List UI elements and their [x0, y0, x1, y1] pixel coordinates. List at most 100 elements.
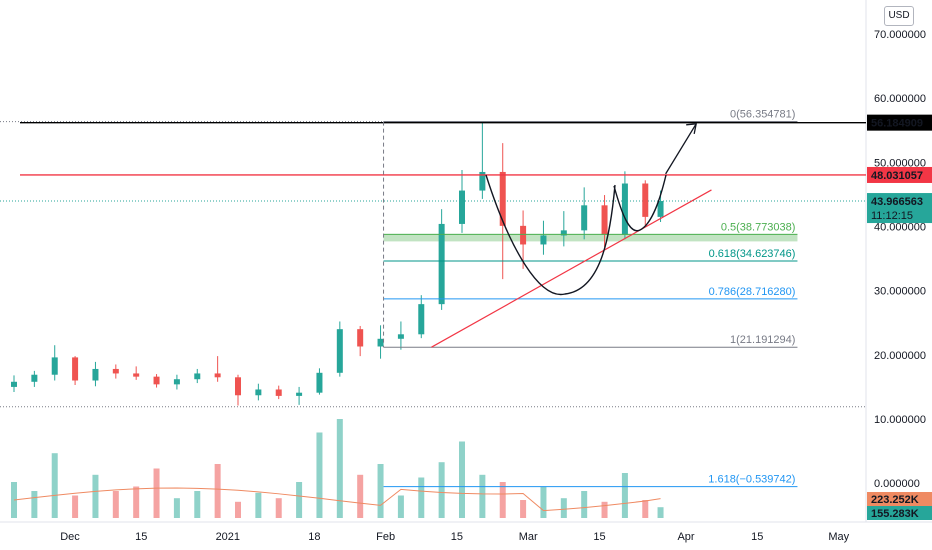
candle-body [479, 171, 486, 191]
candle-body [499, 171, 506, 226]
volume-bar [275, 498, 282, 518]
candle [296, 386, 303, 405]
candle [275, 385, 282, 400]
candle-body [397, 334, 404, 339]
fib-label-0: 0(56.354781) [730, 109, 795, 121]
candle [316, 368, 323, 395]
candle-body [72, 357, 79, 381]
price-tick-label: 60.000000 [874, 93, 926, 105]
candle-body [357, 329, 364, 347]
candle [235, 374, 241, 406]
volume-bar [336, 419, 343, 518]
volume-bar [642, 500, 649, 518]
volume-bar [31, 491, 38, 518]
volume-badge-value: 223.252K [871, 494, 919, 506]
candle [540, 220, 547, 255]
price-badge-bg [867, 114, 932, 131]
volume-bar [235, 501, 241, 518]
candle [255, 383, 262, 401]
volume-bar [51, 453, 58, 518]
candle-body [194, 373, 201, 380]
volume-bar [520, 500, 527, 518]
candle-body [520, 225, 527, 245]
time-tick-label: Dec [60, 531, 80, 543]
currency-selector[interactable]: USD [884, 6, 914, 26]
candle-body [642, 183, 649, 217]
fib-label-1: 1(21.191294) [730, 334, 795, 346]
candle [621, 171, 628, 240]
candle [357, 325, 364, 357]
volume-bar [479, 474, 486, 518]
volume-bar [316, 432, 323, 518]
candle [11, 375, 17, 393]
time-tick-label: Apr [677, 531, 694, 543]
volume-bar [377, 464, 384, 518]
candle [418, 295, 425, 339]
candle [560, 211, 567, 247]
ascending-trendline [431, 189, 712, 348]
candle [438, 209, 445, 310]
candle-body [657, 201, 664, 217]
time-tick-label: 15 [135, 531, 147, 543]
projection-arrow-head [686, 123, 697, 134]
candle [397, 321, 404, 350]
candle-body [153, 376, 160, 385]
volume-bar [72, 495, 79, 518]
candle-body [459, 190, 465, 224]
price-badge-bg [867, 166, 932, 183]
candle-body [235, 377, 241, 396]
candle [214, 356, 221, 382]
price-badge-bg [867, 193, 932, 224]
volume-bar [621, 473, 628, 518]
candle-body [540, 235, 547, 245]
candle [377, 325, 384, 359]
volume-bar [499, 482, 506, 518]
projection-arrow [665, 123, 697, 175]
price-badge-value: 48.031057 [871, 170, 923, 182]
candle [173, 374, 180, 390]
volume-bar [133, 486, 140, 518]
price-badge: 56.184909 [867, 114, 932, 131]
candle-body [11, 381, 17, 387]
price-tick-label: 50.000000 [874, 157, 926, 169]
time-tick-label: 15 [751, 531, 763, 543]
time-tick-label: 2021 [216, 531, 240, 543]
candle [459, 170, 465, 233]
price-badge-value: 56.184909 [871, 118, 923, 130]
candle [72, 356, 79, 385]
time-tick-label: 18 [308, 531, 320, 543]
price-tick-label: 40.000000 [874, 222, 926, 234]
countdown-timer: 11:12:15 [871, 210, 913, 222]
volume-bar [112, 491, 119, 518]
fib-label-0-618: 0.618(34.623746) [709, 248, 796, 260]
time-tick-label: 15 [593, 531, 605, 543]
candle [51, 345, 58, 381]
candle-body [255, 389, 262, 396]
candle-body [92, 368, 99, 381]
handle-curve [613, 174, 667, 232]
candle [133, 366, 140, 380]
volume-bar [581, 491, 588, 518]
candle [479, 122, 486, 199]
price-badge: 43.966563 11:12:15 [867, 193, 932, 224]
candle-body [418, 304, 425, 335]
candle-body [275, 389, 282, 396]
fib-label-0-5: 0.5(38.773038) [721, 221, 796, 233]
volume-bar [601, 501, 608, 518]
volume-badge-bg [867, 492, 932, 506]
candle [336, 321, 343, 377]
candle [31, 370, 38, 387]
price-tick-label: 10.000000 [874, 414, 926, 426]
candle [92, 361, 99, 387]
candle-body [581, 205, 588, 231]
candle-body [112, 368, 119, 374]
volume-bar [194, 491, 201, 518]
volume-bar [357, 474, 364, 518]
volume-bar [459, 441, 465, 518]
cup-curve [485, 174, 616, 296]
candle-body [31, 374, 38, 382]
volume-bar [173, 498, 180, 518]
volume-badge-bg [867, 506, 932, 520]
